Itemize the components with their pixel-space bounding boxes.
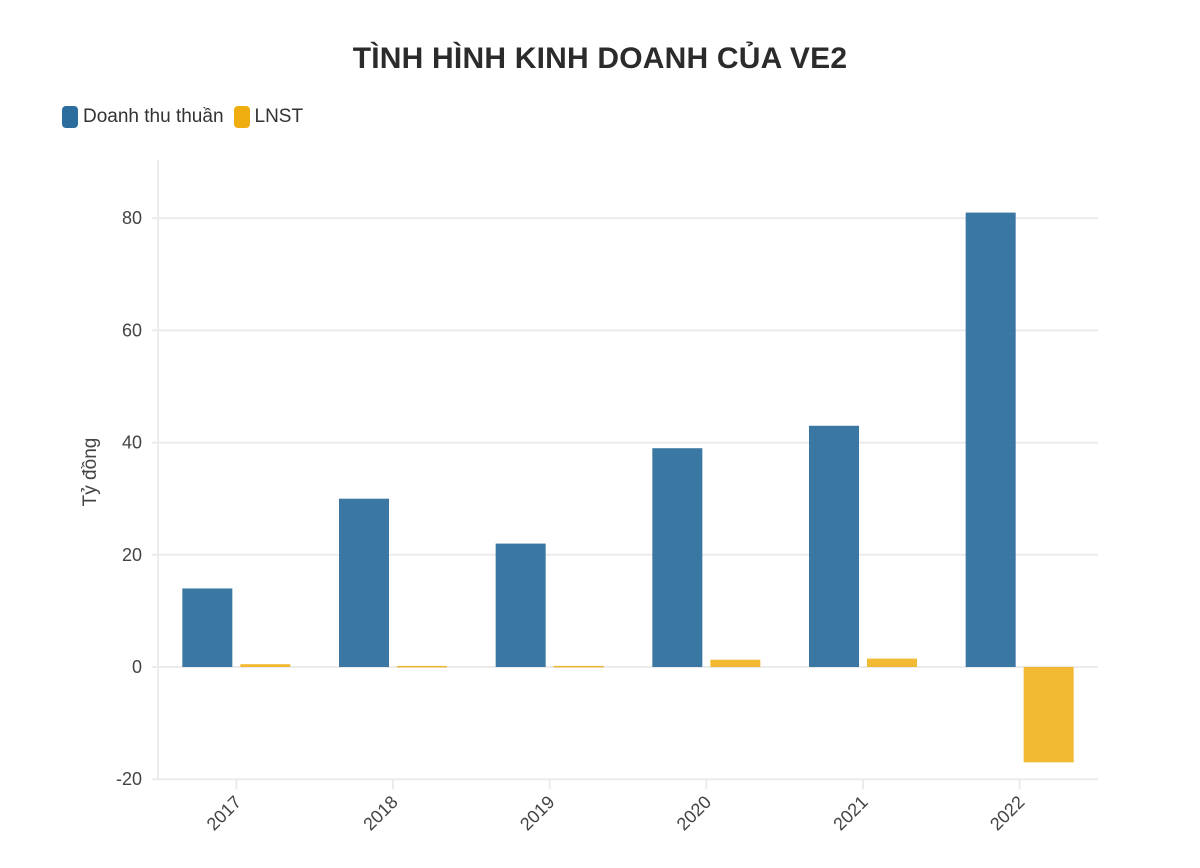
bar-lnst-2022[interactable] [1023,667,1074,763]
x-tick-label: 2022 [986,792,1028,834]
bar-lnst-2021[interactable] [867,658,917,667]
legend-label-revenue: Doanh thu thuần [83,106,224,127]
bars [182,212,1074,763]
x-tick-label: 2018 [359,792,401,834]
y-tick-label: 0 [132,657,142,677]
bar-revenue-2018[interactable] [339,498,389,667]
x-tick-label: 2021 [829,792,871,834]
chart-title: TÌNH HÌNH KINH DOANH CỦA VE2 [352,42,848,75]
legend-swatch-lnst [233,106,250,128]
bar-revenue-2022[interactable] [965,212,1016,667]
bar-revenue-2019[interactable] [495,543,546,667]
x-tick-label: 2019 [516,792,558,834]
bar-lnst-2018[interactable] [397,665,447,668]
y-tick-label: 60 [122,320,142,340]
y-tick-label: 80 [122,208,142,228]
axes: -20 0 20 40 60 80 2017 2018 2019 2020 2021 2022 [116,160,1028,834]
y-axis-label: Tỷ đồng [80,438,101,507]
bar-lnst-2017[interactable] [240,664,291,667]
bar-revenue-2017[interactable] [182,588,233,667]
legend-item-revenue[interactable]: Doanh thu thuần [62,106,224,128]
bar-revenue-2020[interactable] [652,448,703,667]
legend-label-lnst: LNST [254,106,304,127]
bar-lnst-2020[interactable] [710,659,761,667]
x-tick-label: 2017 [203,792,245,834]
legend: Doanh thu thuần LNST [62,106,303,128]
y-tick-label: 40 [122,433,142,453]
legend-item-lnst[interactable]: LNST [233,106,304,128]
gridlines [152,217,1098,781]
x-tick-label: 2020 [673,792,715,834]
y-tick-label: 20 [122,545,142,565]
legend-swatch-revenue [62,106,78,128]
y-tick-label: -20 [116,769,142,789]
bar-revenue-2021[interactable] [809,425,859,667]
bar-lnst-2019[interactable] [553,665,604,668]
